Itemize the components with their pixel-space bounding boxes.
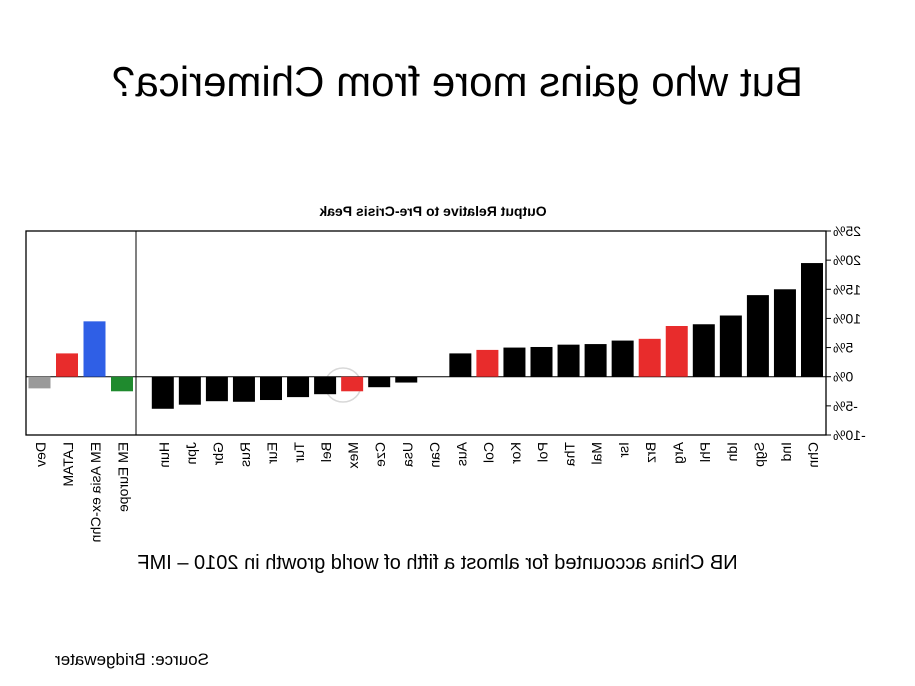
bar-cze: [368, 376, 391, 388]
y-tick-label: 0%: [833, 369, 853, 385]
y-tick-label: 25%: [833, 223, 861, 239]
footnote: NB China accounted for almost a fifth of…: [137, 552, 738, 574]
bar-col: [476, 349, 499, 377]
bar-latam: [56, 353, 78, 377]
bar-usa: [395, 376, 418, 383]
x-tick-label: Phl: [697, 442, 713, 462]
x-tick-label: Arg: [670, 442, 686, 464]
x-tick-label: Idn: [724, 442, 740, 461]
x-tick-label: Tha: [562, 442, 578, 466]
bar-em-asia-ex-chn: [83, 321, 106, 377]
bar-brz: [638, 338, 661, 377]
x-tick-label: Rus: [237, 442, 253, 467]
x-tick-label: Can: [426, 442, 442, 468]
x-tick-label: Sgp: [751, 442, 767, 467]
x-tick-label: Mal: [589, 442, 605, 465]
bar-gbr: [205, 376, 228, 402]
y-tick-label: 10%: [833, 310, 861, 326]
x-tick-label: Dev: [33, 442, 49, 467]
y-tick-label: -10%: [833, 427, 866, 443]
x-tick-label: Aus: [453, 442, 469, 466]
bar-chn: [801, 263, 823, 377]
y-tick-label: 15%: [833, 281, 861, 297]
bar-kor: [503, 347, 526, 377]
bar-aus: [449, 353, 472, 377]
bar-phl: [692, 324, 715, 377]
bar-tur: [287, 376, 310, 398]
x-tick-label: Isr: [616, 442, 632, 458]
x-tick-label: LATAM: [60, 442, 76, 487]
bar-hun: [151, 376, 174, 409]
bar-jpn: [178, 376, 201, 405]
bar-isr: [611, 340, 634, 377]
x-tick-label: Col: [480, 442, 496, 463]
y-tick-label: -5%: [833, 398, 858, 414]
bar-eur: [260, 376, 282, 401]
y-tick-label: 20%: [833, 252, 861, 268]
bar-arg: [665, 326, 688, 377]
bar-ind: [773, 289, 796, 377]
bar-tha: [557, 344, 580, 377]
bar-bel: [314, 376, 337, 395]
x-tick-label: Ind: [778, 442, 794, 461]
x-tick-label: Chn: [805, 442, 821, 468]
bar-rus: [232, 376, 255, 402]
bar-sgp: [746, 295, 769, 377]
x-tick-label: Bel: [318, 442, 334, 462]
x-tick-label: Hun: [156, 442, 172, 468]
x-tick-label: Tur: [291, 442, 307, 463]
plot-frame: [25, 230, 827, 436]
bar-idn: [719, 315, 742, 377]
x-tick-label: Brz: [643, 442, 659, 463]
y-tick-label: 5%: [833, 340, 853, 356]
bar-em-europe: [111, 376, 133, 392]
x-tick-label: Pol: [535, 442, 551, 462]
source-note: Source: Bridgewater: [54, 650, 209, 669]
x-tick-label: Eur: [264, 442, 280, 464]
x-tick-label: Cze: [372, 442, 388, 467]
bar-mex: [341, 376, 364, 392]
x-tick-label: Kor: [507, 442, 523, 464]
x-tick-label: Usa: [399, 442, 415, 467]
x-tick-label: Gbr: [210, 442, 226, 466]
bar-mal: [584, 344, 607, 377]
chart-title: Output Relative to Pre-Crisis Peak: [319, 203, 546, 219]
x-tick-label: Mex: [345, 442, 361, 468]
x-tick-label: EM Europe: [115, 442, 131, 512]
bar-pol: [530, 346, 553, 377]
x-tick-label: Jpn: [183, 442, 199, 465]
bar-dev: [28, 376, 51, 389]
x-tick-label: EM Asia ex-Chn: [88, 442, 104, 542]
